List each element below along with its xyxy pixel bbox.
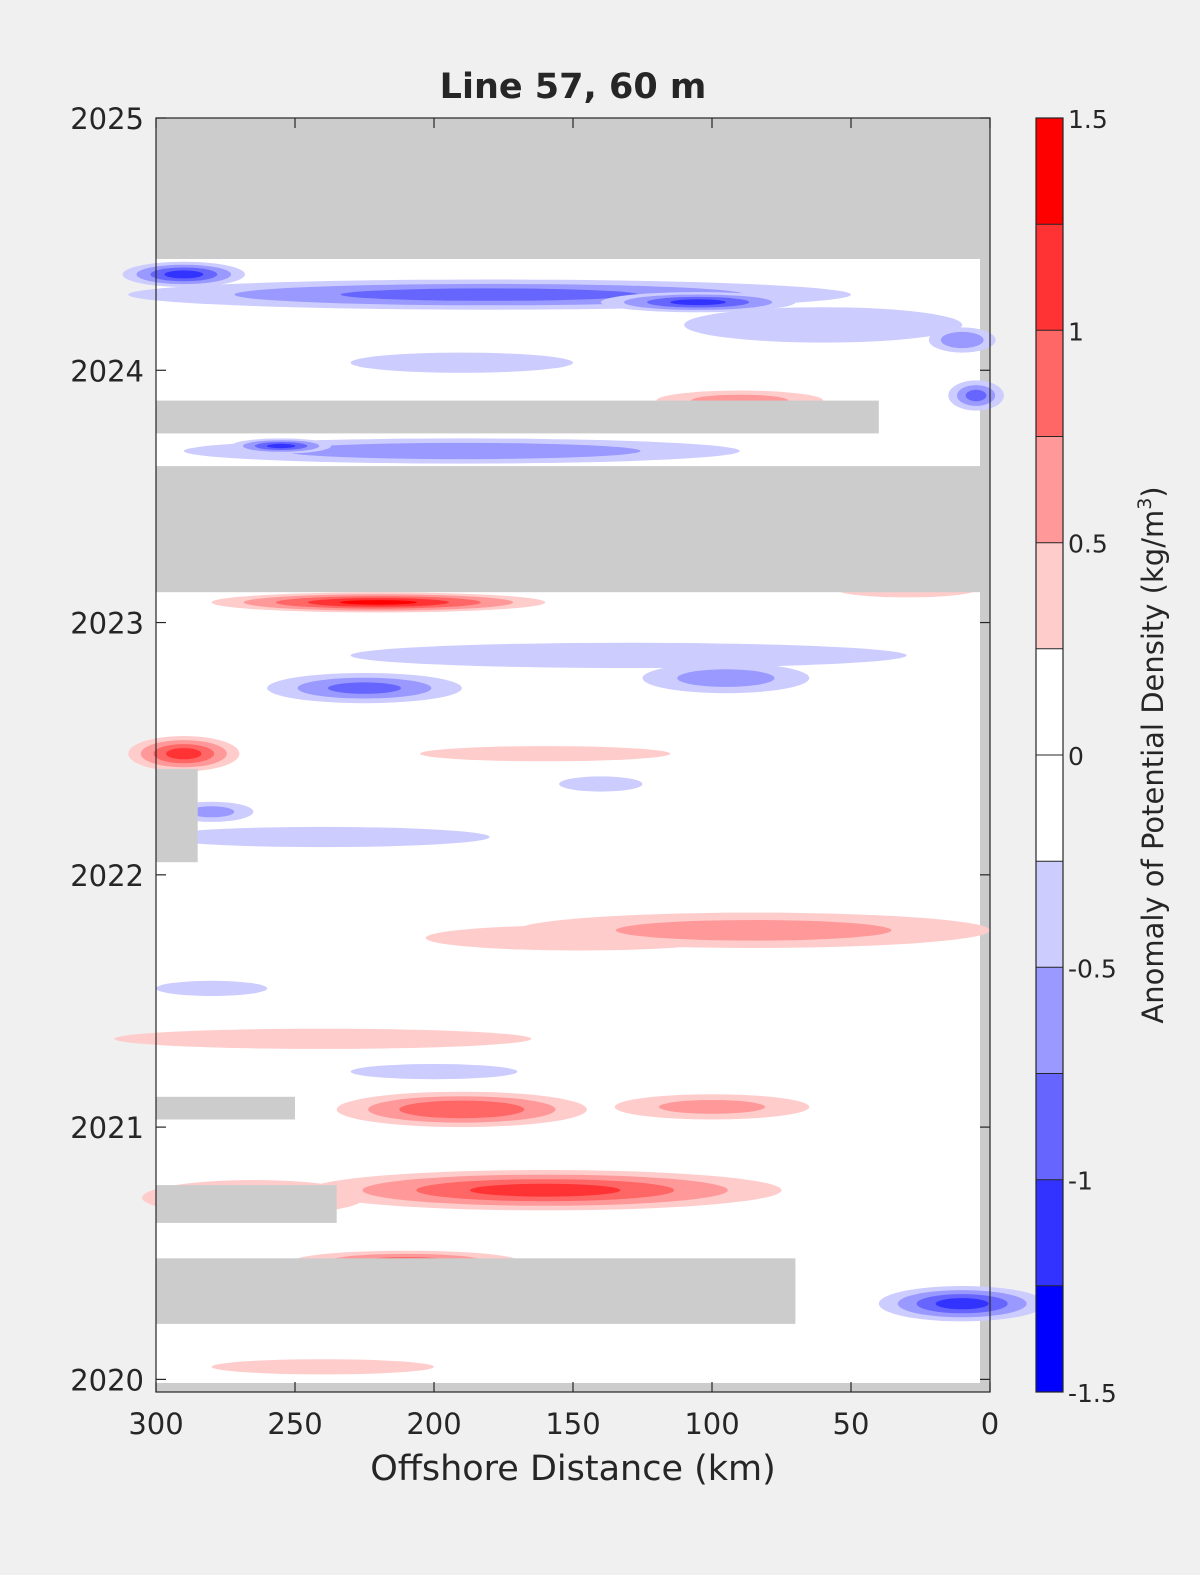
missing-data-bands [156, 118, 990, 1324]
colorbar-level-7 [1036, 542, 1063, 649]
colorbar-level-11 [1036, 118, 1063, 225]
y-tick-label-2020: 2020 [70, 1363, 144, 1397]
anomaly-contour-10 [339, 600, 417, 605]
colorbar-tick-label-6: 1.5 [1068, 105, 1108, 134]
anomaly-contour-2 [670, 299, 726, 306]
y-tick-label-2024: 2024 [70, 354, 144, 388]
y-tick-label-2021: 2021 [70, 1111, 144, 1145]
anomaly-contour-18 [155, 826, 490, 848]
colorbar-level-8 [1036, 436, 1063, 543]
y-tick-label-2022: 2022 [70, 859, 144, 893]
anomaly-contour-25 [399, 1100, 525, 1119]
anomaly-contour-3 [684, 307, 963, 343]
missing-band-3 [156, 768, 198, 863]
anomaly-contour-12 [350, 642, 907, 669]
y-tick-label-2025: 2025 [70, 102, 144, 136]
colorbar-tick-label-4: 0.5 [1068, 530, 1108, 559]
colorbar-label-main: Anomaly of Potential Density (kg/m [1136, 510, 1170, 1024]
colorbar-tick-label-5: 1 [1068, 317, 1084, 346]
colorbar-levels [1036, 118, 1063, 1392]
missing-band-0 [156, 118, 990, 257]
chart-title: Line 57, 60 m [440, 67, 707, 107]
anomaly-contour-8 [283, 442, 641, 460]
anomaly-contour-9 [266, 443, 296, 449]
missing-band-4 [156, 1096, 295, 1120]
anomaly-contour-21 [615, 920, 892, 941]
anomaly-contour-19 [188, 806, 235, 818]
anomaly-contour-6 [965, 389, 987, 402]
colorbar-label: Anomaly of Potential Density (kg/m3) [1134, 486, 1170, 1023]
colorbar-tick-label-3: 0 [1068, 742, 1084, 771]
x-tick-label-200: 200 [406, 1407, 461, 1441]
colorbar-level-2 [1036, 1073, 1063, 1180]
anomaly-contour-22 [156, 980, 268, 997]
colorbar-level-10 [1036, 224, 1063, 331]
x-axis-label: Offshore Distance (km) [370, 1449, 776, 1489]
missing-band-6 [156, 1258, 796, 1324]
colorbar-level-1 [1036, 1179, 1063, 1286]
x-tick-label-300: 300 [128, 1407, 183, 1441]
x-tick-label-50: 50 [833, 1407, 870, 1441]
colorbar-level-3 [1036, 967, 1063, 1074]
colorbar: -1.5 -1 -0.5 0 0.5 1 1.5 Anomaly of Potential … [1035, 105, 1170, 1408]
anomaly-contour-0 [164, 270, 204, 279]
x-tick-label-100: 100 [684, 1407, 739, 1441]
anomaly-contour-14 [328, 682, 401, 694]
missing-band-5 [156, 1185, 337, 1223]
anomaly-contour-16 [420, 746, 671, 762]
anomaly-contour-1 [340, 288, 639, 301]
colorbar-tick-label-2: -0.5 [1068, 954, 1117, 983]
plot-area: 300 250 200 150 100 50 0 202020212022202320242… [70, 102, 1046, 1441]
colorbar-label-superscript: 3 [1134, 498, 1156, 510]
missing-band-2 [156, 466, 990, 593]
x-tick-label-150: 150 [545, 1407, 600, 1441]
anomaly-contour-31 [211, 1359, 434, 1375]
anomaly-contour-15 [166, 748, 202, 760]
x-tick-label-0: 0 [981, 1407, 999, 1441]
colorbar-frame [1035, 117, 1064, 1393]
y-tick-label-2023: 2023 [70, 607, 144, 641]
colorbar-level-0 [1036, 1285, 1063, 1392]
anomaly-contour-26 [658, 1100, 766, 1114]
colorbar-tick-label-0: -1.5 [1068, 1379, 1117, 1408]
colorbar-level-4 [1036, 861, 1063, 968]
x-tick-label-250: 250 [267, 1407, 322, 1441]
colorbar-level-9 [1036, 330, 1063, 437]
colorbar-label-end: ) [1136, 486, 1170, 497]
colorbar-level-5 [1036, 755, 1063, 862]
anomaly-contour-17 [559, 776, 643, 792]
colorbar-ticks: -1.5 -1 -0.5 0 0.5 1 1.5 [1068, 105, 1117, 1408]
colorbar-tick-label-1: -1 [1068, 1167, 1093, 1196]
anomaly-contour-27 [470, 1183, 621, 1197]
y-axis-ticks: 2020 2021 2022 2023 2024 2025 [70, 102, 990, 1397]
anomaly-contour-30 [935, 1298, 989, 1310]
x-axis-ticks: 300 250 200 150 100 50 0 [128, 118, 999, 1441]
colorbar-level-6 [1036, 648, 1063, 755]
anomaly-contour-5 [350, 352, 573, 373]
anomaly-contour-23 [114, 1028, 532, 1049]
missing-band-1 [156, 400, 879, 434]
anomaly-contour-24 [350, 1064, 518, 1080]
anomaly-contour-4 [940, 331, 984, 349]
anomaly-contour-13 [677, 669, 775, 687]
